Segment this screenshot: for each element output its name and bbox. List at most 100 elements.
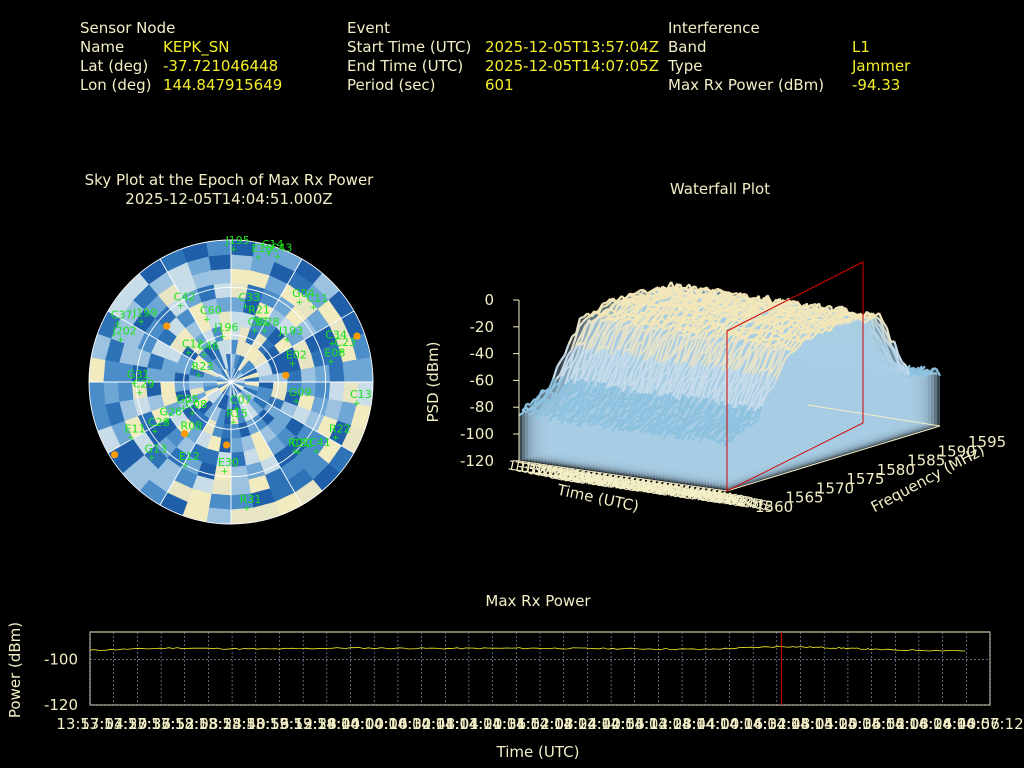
waterfall-slice-edge <box>614 316 619 321</box>
waterfall-slice-edge <box>630 356 636 366</box>
waterfall-slice-edge <box>569 383 576 390</box>
satellite-label: R15 <box>226 407 248 420</box>
satellite-label: G28 <box>257 316 280 329</box>
waterfall-slice-edge <box>586 394 592 401</box>
satellite-label: E08 <box>324 346 345 359</box>
waterfall-slice-edge <box>662 296 667 300</box>
waterfall-slice-edge <box>566 398 573 405</box>
waterfall-slice-edge <box>629 397 635 401</box>
waterfall-slice-edge <box>617 303 622 306</box>
waterfall-slice-edge <box>562 385 569 393</box>
satellite-highlight <box>163 322 171 330</box>
waterfall-slice-edge <box>606 319 612 329</box>
waterfall-slice-edge <box>647 356 654 369</box>
waterfall-slice-edge <box>671 291 676 294</box>
waterfall-slice-edge <box>602 406 608 412</box>
waterfall-slice-edge <box>632 330 639 340</box>
waterfall-slice-edge <box>617 354 624 363</box>
waterfall-slice-edge <box>600 318 606 323</box>
satellite-label: J193 <box>278 324 303 337</box>
waterfall-slice-edge <box>751 296 756 300</box>
waterfall-slice-edge <box>693 297 699 306</box>
waterfall-slice-edge <box>733 294 739 298</box>
waterfall-slice-edge <box>608 327 614 333</box>
waterfall-slice-edge <box>574 325 581 340</box>
waterfall-slice-edge <box>583 403 590 411</box>
skyplot-heatmap <box>89 240 373 524</box>
waterfall-slice-edge <box>644 367 650 373</box>
waterfall-slice-edge <box>530 409 536 416</box>
waterfall-slice-edge <box>593 381 600 397</box>
waterfall-slice-edge <box>658 296 663 300</box>
waterfall-slice-edge <box>601 414 606 417</box>
waterfall-slice-edge <box>557 396 563 403</box>
waterfall-slice-edge <box>602 349 609 364</box>
event-panel: Event Start Time (UTC) 2025-12-05T13:57:0… <box>347 19 659 95</box>
satellite-label: E11 <box>125 422 146 435</box>
waterfall-slice-edge <box>633 324 639 334</box>
satellite-marker: + <box>230 245 238 255</box>
waterfall-slice-edge <box>576 417 582 423</box>
waterfall-slice-edge <box>585 419 590 423</box>
interference-type-value: Jammer <box>852 57 911 75</box>
waterfall-slice-edge <box>671 324 676 328</box>
satellite-label: C12 <box>182 338 204 351</box>
waterfall-slice-edge <box>590 320 596 331</box>
waterfall-slice-edge <box>557 413 563 421</box>
waterfall-slice-edge <box>634 335 641 345</box>
satellite-highlight <box>180 430 189 438</box>
satellite-label: C07 <box>230 394 252 407</box>
event-end-label: End Time (UTC) <box>347 57 464 75</box>
satellite-label: J196 <box>213 321 238 334</box>
waterfall-slice-edge <box>589 310 596 317</box>
waterfall-slice-edge <box>597 409 604 420</box>
waterfall-slice-edge <box>644 330 651 338</box>
waterfall-slice-edge <box>598 396 604 404</box>
waterfall-slice-edge <box>604 365 611 377</box>
waterfall-slice-edge <box>577 367 583 372</box>
waterfall-slice-edge <box>595 370 601 376</box>
waterfall-slice-edge <box>624 404 630 409</box>
waterfall-slice-edge <box>613 366 620 380</box>
waterfall-slice-edge <box>646 339 653 352</box>
skyplot-spoke <box>230 258 303 383</box>
satellite-marker: + <box>254 253 262 263</box>
waterfall-slice-edge <box>639 316 645 322</box>
waterfall-slice-edge <box>562 355 569 366</box>
waterfall-slice-edge <box>547 399 553 405</box>
satellite-label: G13 <box>145 443 168 456</box>
waterfall-slice-edge <box>587 416 594 426</box>
waterfall-slice-edge <box>730 295 735 299</box>
skyplot-cell <box>206 240 232 257</box>
waterfall-slice-edge <box>543 402 550 412</box>
satellite-label: G26 <box>160 405 183 418</box>
satellite-marker: + <box>136 388 144 398</box>
maxrx-grid <box>89 632 991 706</box>
waterfall-slice-edge <box>589 398 594 402</box>
waterfall-slice-edge <box>651 315 658 322</box>
waterfall-slice-edge <box>620 350 627 365</box>
waterfall-slice-edge <box>638 313 645 320</box>
satellite-label: C60 <box>200 304 222 317</box>
waterfall-slice-edge <box>713 296 719 303</box>
waterfall-slice-edge <box>611 405 618 411</box>
waterfall-slice-edge <box>620 362 626 370</box>
satellite-marker: + <box>219 332 227 342</box>
skyplot-spoke <box>230 381 355 454</box>
waterfall-slice-edge <box>580 403 587 410</box>
waterfall-slice-edge <box>698 304 704 309</box>
waterfall-slice-edge <box>582 312 589 318</box>
waterfall-slice-edge <box>697 302 702 306</box>
waterfall-slice-edge <box>677 298 683 304</box>
satellite-marker: + <box>327 357 335 367</box>
waterfall-slice-edge <box>691 285 696 289</box>
satellite-marker: + <box>195 371 203 381</box>
waterfall-slice-edge <box>648 348 655 358</box>
waterfall-slice-edge <box>665 293 671 299</box>
waterfall-slice-edge <box>618 340 625 351</box>
waterfall-slice-edge <box>601 369 608 378</box>
waterfall-slice-edge <box>630 323 636 331</box>
waterfall-slice-edge <box>727 291 732 295</box>
